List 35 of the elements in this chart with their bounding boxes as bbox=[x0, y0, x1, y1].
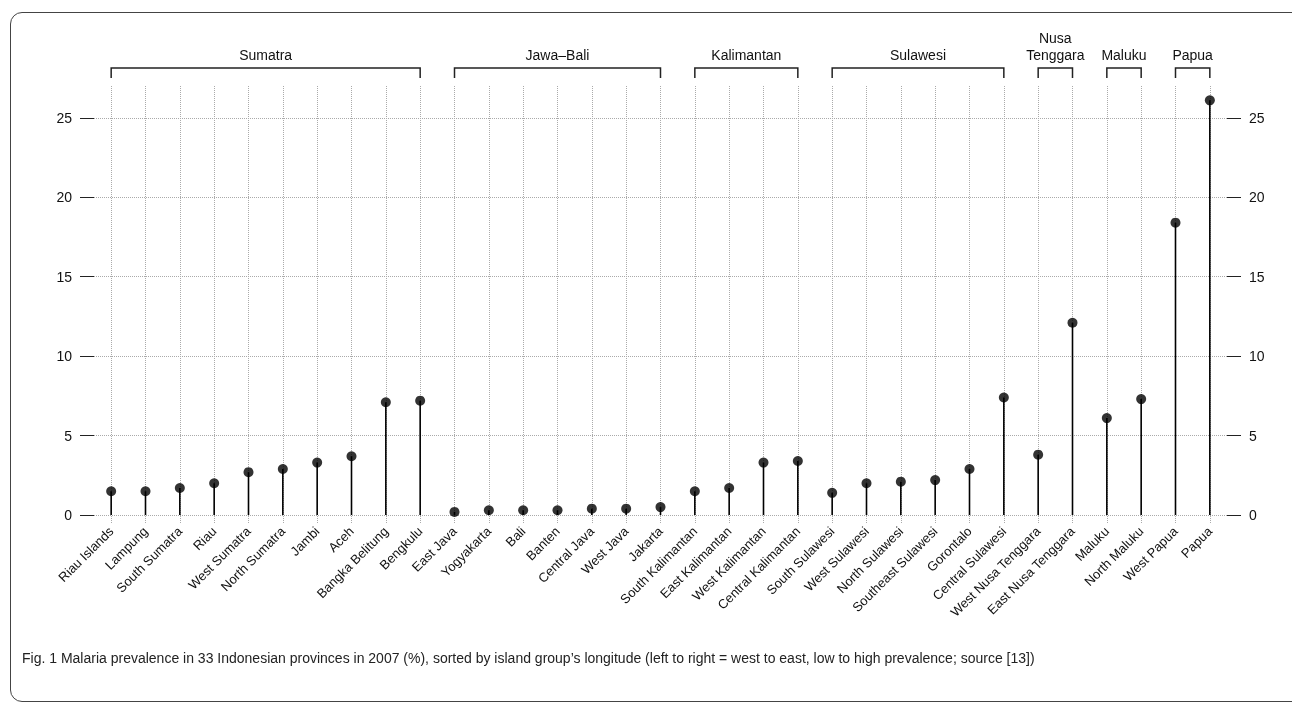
point bbox=[964, 463, 975, 474]
y2-tick-label: 5 bbox=[1249, 427, 1257, 444]
text: Jawa–Bali bbox=[524, 47, 591, 64]
y-tick-label: 0 bbox=[64, 507, 73, 524]
point bbox=[243, 467, 254, 478]
point bbox=[861, 478, 872, 489]
point bbox=[518, 505, 529, 516]
text: Sulawesi bbox=[888, 47, 947, 64]
point bbox=[140, 486, 151, 497]
text: Sumatra bbox=[238, 47, 294, 64]
point bbox=[346, 451, 357, 462]
y-tick-label: 20 bbox=[56, 189, 73, 206]
point bbox=[552, 505, 563, 516]
text: Kalimantan bbox=[710, 47, 783, 64]
y2-tick-label: 15 bbox=[1249, 268, 1265, 285]
text: Nusa Tenggara bbox=[1025, 30, 1086, 64]
y-tick-label: 25 bbox=[56, 109, 73, 126]
y-tick-label: 15 bbox=[56, 268, 73, 285]
point bbox=[1067, 317, 1078, 328]
point bbox=[758, 457, 769, 468]
text: Papua bbox=[1171, 47, 1214, 64]
y2-tick-label: 20 bbox=[1249, 189, 1265, 206]
y2-tick-label: 10 bbox=[1249, 348, 1265, 365]
point bbox=[1101, 413, 1112, 424]
point bbox=[483, 505, 494, 516]
text: Maluku bbox=[1100, 47, 1148, 64]
point bbox=[655, 502, 666, 513]
point bbox=[449, 506, 460, 517]
x-tick-label: Bali bbox=[502, 523, 529, 550]
text: Fig. 1 Malaria prevalence in 33 Indonesian provinces in 2007 (%), sorted by island group’s longitude (left to right = west to east, low to high prevalence; source [13]) bbox=[22, 649, 1036, 668]
y2-tick-label: 0 bbox=[1249, 507, 1257, 524]
y2-tick-label: 25 bbox=[1249, 109, 1265, 126]
y-tick-label: 5 bbox=[64, 427, 73, 444]
y-tick-label: 10 bbox=[56, 348, 73, 365]
point bbox=[1170, 217, 1181, 228]
